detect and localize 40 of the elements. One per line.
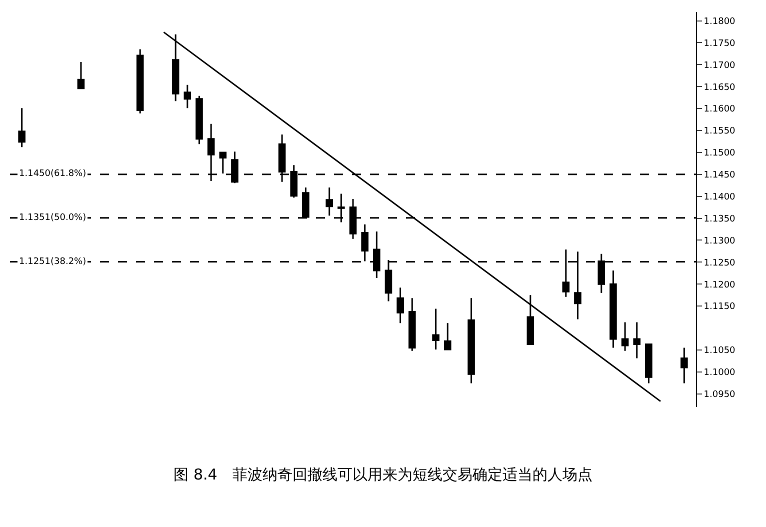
- candlestick: [621, 322, 629, 352]
- candlestick: [680, 347, 688, 384]
- candlestick: [184, 84, 192, 109]
- y-tick-label: 1.1650: [704, 82, 736, 93]
- y-tick-label: 1.1550: [704, 126, 736, 137]
- y-tick-label: 1.1450: [704, 170, 736, 181]
- candlestick: [219, 152, 227, 174]
- ref-line-label: 1.1351(50.0%): [19, 213, 86, 223]
- candlestick: [326, 186, 333, 216]
- candlestick: [196, 95, 203, 145]
- ref-line-label: 1.1450(61.8%): [19, 169, 86, 179]
- y-tick-label: 1.1200: [704, 280, 736, 290]
- candlestick: [526, 294, 534, 345]
- candlestick: [136, 48, 144, 114]
- y-tick-label: 1.1800: [704, 16, 736, 27]
- y-tick-label: 1.1500: [704, 148, 736, 159]
- candlestick: [633, 322, 641, 360]
- y-tick-label: 1.1250: [704, 258, 736, 268]
- candlestick: [396, 286, 404, 324]
- candlestick: [645, 343, 652, 384]
- y-tick-label: 1.1000: [704, 368, 736, 378]
- candlestick: [408, 297, 416, 352]
- y-tick-label: 1.1300: [704, 236, 736, 246]
- candlestick: [432, 308, 440, 350]
- y-tick-label: 1.1150: [704, 302, 736, 312]
- y-tick-label: 1.1600: [704, 104, 736, 115]
- y-tick-label: 1.1750: [704, 38, 736, 49]
- candlestick: [18, 107, 26, 148]
- candlestick: [77, 61, 85, 90]
- candlestick: [444, 322, 452, 350]
- text: 图 8.4 菲波纳奇回撤线可以用来为短线交易确定适当的人场点: [174, 466, 592, 484]
- y-tick-label: 1.1700: [704, 60, 736, 71]
- candlestick: [361, 224, 368, 262]
- ref-line-label: 1.1251(38.2%): [19, 257, 86, 267]
- candlestick: [610, 270, 617, 348]
- y-tick-label: 1.1400: [704, 192, 736, 202]
- candlestick: [468, 297, 475, 384]
- y-tick-label: 1.0950: [704, 390, 736, 400]
- y-tick-label: 1.1350: [704, 214, 736, 224]
- y-tick-label: 1.1050: [704, 346, 736, 356]
